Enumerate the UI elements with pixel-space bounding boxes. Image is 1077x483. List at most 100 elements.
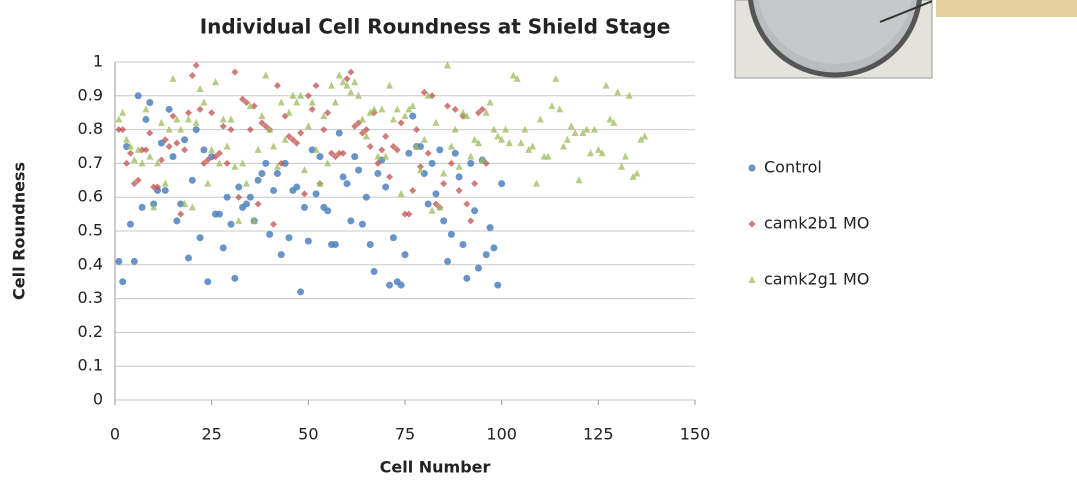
point (246, 126, 254, 134)
point (358, 115, 366, 123)
point (517, 139, 525, 147)
point (621, 152, 629, 160)
point (270, 186, 278, 194)
point (134, 176, 142, 184)
point (428, 206, 436, 214)
point (494, 132, 502, 140)
point (420, 135, 428, 143)
point (463, 112, 471, 120)
point (208, 145, 216, 153)
point (409, 186, 417, 194)
point (494, 281, 502, 289)
point (285, 108, 293, 116)
point (324, 159, 332, 167)
legend-marker (748, 220, 756, 228)
point (266, 125, 274, 133)
point (463, 274, 471, 282)
point (181, 199, 189, 207)
point (633, 169, 641, 177)
point (455, 162, 463, 170)
point (440, 217, 448, 225)
point (467, 159, 475, 167)
point (146, 152, 154, 160)
point (200, 159, 208, 167)
point (358, 220, 366, 228)
y-tick-label: 0.9 (78, 85, 103, 104)
point (347, 217, 355, 225)
point (374, 159, 382, 167)
point (270, 142, 278, 150)
point (312, 145, 320, 153)
point (432, 190, 440, 198)
point (529, 142, 537, 150)
point (490, 125, 498, 133)
point (378, 146, 386, 154)
point (239, 95, 247, 103)
point (242, 99, 250, 107)
point (502, 125, 510, 133)
point (467, 152, 475, 160)
legend-marker (748, 276, 756, 283)
point (416, 166, 424, 174)
point (157, 118, 165, 126)
point (328, 81, 336, 89)
point (258, 112, 266, 120)
point (285, 234, 293, 242)
point (405, 105, 413, 113)
point (181, 136, 189, 144)
point (389, 115, 397, 123)
point (397, 119, 405, 127)
point (196, 85, 204, 93)
point (242, 200, 250, 208)
point (343, 81, 351, 89)
point (386, 81, 394, 89)
point (378, 105, 386, 113)
legend-label: Control (764, 158, 822, 177)
point (563, 135, 571, 143)
point (215, 210, 223, 218)
point (335, 71, 343, 79)
y-tick-label: 0.4 (78, 254, 103, 273)
y-tick-label: 0.3 (78, 288, 103, 307)
point (331, 241, 339, 249)
point (126, 142, 134, 150)
point (409, 101, 417, 109)
point (246, 193, 254, 201)
point (324, 207, 332, 215)
point (335, 129, 343, 137)
point (192, 126, 200, 134)
point (629, 172, 637, 180)
point (169, 74, 177, 82)
point (471, 180, 479, 188)
point (165, 143, 173, 150)
point (505, 139, 513, 147)
x-tick-label: 150 (680, 425, 711, 444)
point (134, 145, 142, 153)
legend-label: camk2b1 MO (764, 214, 869, 233)
point (123, 159, 131, 167)
point (343, 180, 351, 188)
point (567, 122, 575, 130)
point (637, 135, 645, 143)
y-tick-label: 0.8 (78, 119, 103, 138)
point (401, 112, 409, 120)
point (474, 264, 482, 272)
point (204, 278, 212, 286)
point (343, 75, 351, 83)
point (413, 142, 421, 150)
point (424, 200, 432, 208)
point (200, 146, 208, 154)
point (625, 91, 633, 99)
point (532, 179, 540, 187)
point (536, 115, 544, 123)
point (142, 115, 150, 123)
point (169, 112, 177, 120)
point (200, 98, 208, 106)
point (177, 210, 185, 218)
point (196, 105, 204, 113)
point (478, 156, 486, 164)
point (610, 118, 618, 126)
point (587, 149, 595, 157)
point (192, 61, 200, 69)
point (188, 72, 196, 80)
